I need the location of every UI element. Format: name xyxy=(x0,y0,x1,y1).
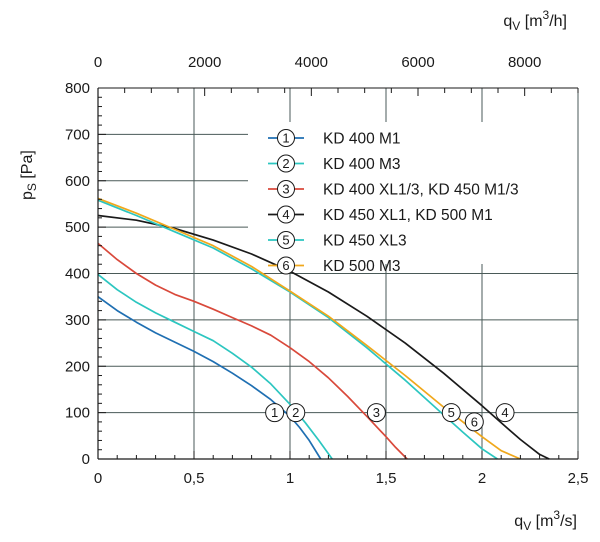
x-axis-label-sup: 3 xyxy=(553,508,560,522)
curve-marker-1: 1 xyxy=(265,403,285,423)
legend-marker-circle xyxy=(277,231,295,249)
x2-tick-label: 2000 xyxy=(188,54,221,71)
legend-marker-text: 1 xyxy=(282,131,289,146)
series-line-6 xyxy=(97,197,521,460)
x-tick-label: 0 xyxy=(94,470,102,487)
curve-marker-circle xyxy=(495,403,515,423)
axes xyxy=(97,87,579,460)
legend-label: KD 400 M3 xyxy=(323,156,401,173)
curve-marker-text: 3 xyxy=(373,405,380,420)
curve-marker-text: 6 xyxy=(471,414,478,429)
y-tick-label: 800 xyxy=(65,80,90,97)
x-axis-label-unit-open: [m xyxy=(531,513,553,530)
legend-label: KD 400 M1 xyxy=(323,131,401,148)
series-line-4 xyxy=(97,214,550,460)
curve-marker-text: 2 xyxy=(292,405,299,420)
legend-marker-text: 2 xyxy=(282,156,289,171)
x2-axis-label-sup: 3 xyxy=(543,8,550,22)
legend-marker-circle xyxy=(277,205,295,224)
y-tick-label: 400 xyxy=(65,266,90,283)
x-tick-label: 0,5 xyxy=(184,470,205,487)
legend-marker-circle xyxy=(277,180,295,198)
legend-marker-circle xyxy=(277,154,295,173)
x2-tick-label: 8000 xyxy=(508,54,541,71)
legend-marker-text: 5 xyxy=(282,233,289,248)
legend-entry-3: 3 KD 400 XL1/3, KD 450 M1/3 xyxy=(268,180,519,199)
legend-entry-5: 5 KD 450 XL3 xyxy=(268,231,407,250)
legend-marker-text: 6 xyxy=(282,258,289,273)
legend-label: KD 450 XL3 xyxy=(323,233,407,250)
legend-entry-4: 4 KD 450 XL1, KD 500 M1 xyxy=(268,205,493,224)
y-tick-label: 300 xyxy=(65,312,90,329)
x2-tick-label: 0 xyxy=(94,54,102,71)
curve-marker-2: 2 xyxy=(286,403,306,423)
curve-marker-circle xyxy=(464,412,484,432)
curve-marker-5: 5 xyxy=(441,403,461,423)
y-tick-label: 700 xyxy=(65,126,90,143)
legend-label: KD 500 M3 xyxy=(323,258,401,275)
x-axis-label: qV [m3/s] xyxy=(514,508,577,533)
x-tick-label: 1,5 xyxy=(376,470,397,487)
curve-marker-text: 4 xyxy=(501,405,508,420)
x-axis-label-unit-close: /s] xyxy=(560,513,577,530)
x2-axis-label-sub: V xyxy=(512,19,520,33)
legend-marker-circle xyxy=(277,256,295,275)
x-tick-label: 1 xyxy=(286,470,294,487)
legend-entry-1: 1 KD 400 M1 xyxy=(268,129,401,148)
curve-marker-4: 4 xyxy=(495,403,515,423)
y-tick-label: 100 xyxy=(65,405,90,422)
legend-marker-text: 3 xyxy=(282,182,289,197)
series-line-5 xyxy=(97,199,498,460)
legend: 1 KD 400 M1 2 KD 400 M3 3 KD 400 XL1/3, KD 45… xyxy=(268,129,519,275)
y-axis-label-unit: [Pa] xyxy=(19,150,36,183)
series-line-1 xyxy=(97,296,322,460)
legend-entry-6: 6 KD 500 M3 xyxy=(268,256,401,275)
tick-labels: 0 0,5 1 1,5 2 2,5 0 2000 4000 6000 8000 0 100 200 300 4… xyxy=(65,54,588,487)
legend-marker-text: 4 xyxy=(282,207,289,222)
curve-marker-circle xyxy=(286,403,306,423)
series-line-3 xyxy=(97,242,408,460)
y-tick-label: 200 xyxy=(65,358,90,375)
curve-marker-text: 5 xyxy=(448,405,455,420)
curve-markers: 1 2 3 4 5 6 xyxy=(265,403,515,432)
x2-tick-label: 6000 xyxy=(401,54,434,71)
y-tick-label: 0 xyxy=(82,451,90,468)
x-tick-label: 2 xyxy=(478,470,486,487)
x2-axis-label-unit-open: [m xyxy=(520,13,542,30)
series-line-2 xyxy=(97,273,333,460)
curve-marker-circle xyxy=(441,403,461,423)
x2-axis-label-unit-close: /h] xyxy=(549,13,567,30)
legend-label: KD 400 XL1/3, KD 450 M1/3 xyxy=(323,182,519,199)
y-axis-label: pS [Pa] xyxy=(19,150,39,200)
y-tick-label: 500 xyxy=(65,219,90,236)
y-tick-label: 600 xyxy=(65,173,90,190)
y-axis-label-sub: S xyxy=(25,183,39,191)
curve-marker-6: 6 xyxy=(464,412,484,432)
x2-axis-label: qV [m3/h] xyxy=(503,8,567,33)
curve-marker-circle xyxy=(265,403,285,423)
legend-marker-circle xyxy=(277,129,295,147)
legend-label: KD 450 XL1, KD 500 M1 xyxy=(323,207,493,224)
x2-tick-label: 4000 xyxy=(295,54,328,71)
legend-entry-2: 2 KD 400 M3 xyxy=(268,154,401,173)
series-lines xyxy=(97,197,550,460)
x-axis-label-sub: V xyxy=(523,519,531,533)
x-tick-label: 2,5 xyxy=(568,470,589,487)
curve-marker-3: 3 xyxy=(366,403,386,423)
curve-marker-text: 1 xyxy=(271,405,278,420)
curve-marker-circle xyxy=(366,403,386,423)
